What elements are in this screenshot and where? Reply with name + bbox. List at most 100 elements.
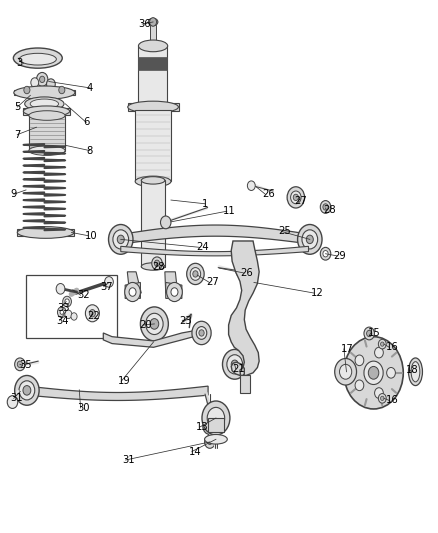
Text: 13: 13 (196, 422, 209, 432)
Circle shape (355, 355, 364, 366)
Circle shape (65, 310, 72, 319)
Circle shape (63, 296, 71, 307)
Circle shape (187, 263, 204, 285)
Circle shape (202, 401, 230, 435)
Circle shape (193, 271, 198, 277)
Circle shape (381, 396, 384, 400)
Text: 31: 31 (11, 393, 23, 403)
Circle shape (7, 395, 18, 408)
Ellipse shape (29, 111, 65, 120)
Ellipse shape (128, 101, 178, 113)
Circle shape (290, 191, 301, 204)
Circle shape (306, 235, 313, 244)
Ellipse shape (13, 48, 62, 68)
Circle shape (150, 18, 156, 26)
Text: 19: 19 (118, 376, 131, 386)
Ellipse shape (205, 434, 227, 444)
Circle shape (190, 268, 201, 280)
Text: 22: 22 (87, 311, 100, 321)
Polygon shape (127, 272, 141, 293)
Circle shape (344, 337, 403, 409)
Text: 10: 10 (85, 231, 97, 241)
Circle shape (339, 365, 352, 379)
Text: 28: 28 (323, 205, 336, 215)
Ellipse shape (25, 97, 64, 111)
Circle shape (56, 284, 65, 294)
Polygon shape (166, 282, 182, 298)
Polygon shape (121, 246, 308, 256)
Circle shape (323, 204, 328, 210)
Text: 16: 16 (386, 395, 399, 406)
Circle shape (374, 348, 383, 358)
Circle shape (355, 380, 364, 391)
Polygon shape (150, 25, 156, 155)
Text: 27: 27 (206, 278, 219, 287)
Polygon shape (23, 108, 70, 115)
Text: 17: 17 (340, 344, 353, 354)
Text: 28: 28 (152, 262, 165, 271)
Ellipse shape (19, 53, 57, 65)
Text: 23: 23 (179, 316, 191, 326)
Circle shape (14, 358, 25, 370)
Text: 16: 16 (386, 342, 399, 352)
Text: 35: 35 (19, 360, 32, 370)
Polygon shape (208, 418, 224, 432)
Polygon shape (165, 272, 177, 293)
Polygon shape (29, 116, 65, 151)
Polygon shape (141, 180, 165, 266)
Text: 1: 1 (201, 199, 208, 209)
Text: 33: 33 (57, 303, 70, 313)
Text: 11: 11 (223, 206, 236, 216)
Ellipse shape (141, 263, 165, 270)
Circle shape (117, 235, 124, 244)
Circle shape (196, 327, 207, 340)
Circle shape (206, 422, 213, 430)
Text: 20: 20 (140, 320, 152, 330)
Text: 4: 4 (86, 83, 92, 93)
Circle shape (323, 251, 328, 257)
Ellipse shape (141, 176, 165, 184)
Text: 27: 27 (294, 196, 307, 206)
Text: 24: 24 (196, 243, 209, 252)
Circle shape (31, 78, 39, 87)
Circle shape (14, 375, 39, 405)
Polygon shape (17, 229, 74, 236)
Circle shape (364, 361, 383, 384)
Text: 26: 26 (240, 268, 253, 278)
Circle shape (109, 224, 133, 254)
Text: 30: 30 (77, 403, 90, 413)
Text: 25: 25 (278, 227, 291, 237)
Text: 21: 21 (232, 364, 245, 374)
Circle shape (23, 385, 31, 395)
Circle shape (192, 321, 211, 345)
Circle shape (150, 319, 159, 329)
Circle shape (387, 368, 396, 378)
Circle shape (152, 257, 162, 270)
Polygon shape (229, 241, 259, 378)
Circle shape (231, 360, 238, 368)
Circle shape (17, 361, 22, 368)
Text: 15: 15 (367, 328, 380, 338)
Text: 6: 6 (83, 117, 89, 127)
Text: 5: 5 (14, 102, 20, 112)
Circle shape (205, 435, 215, 448)
Polygon shape (240, 375, 251, 393)
Circle shape (223, 350, 247, 379)
Polygon shape (14, 90, 75, 95)
Ellipse shape (17, 227, 74, 238)
Ellipse shape (138, 102, 168, 112)
Circle shape (19, 381, 35, 400)
Circle shape (160, 216, 171, 229)
Polygon shape (128, 103, 179, 111)
Circle shape (368, 367, 379, 379)
Circle shape (166, 282, 182, 302)
Circle shape (378, 393, 386, 403)
Circle shape (105, 277, 113, 287)
Polygon shape (138, 46, 167, 107)
Polygon shape (138, 56, 167, 70)
Ellipse shape (411, 362, 420, 382)
Circle shape (57, 307, 66, 318)
Circle shape (367, 330, 372, 337)
Text: 31: 31 (122, 455, 135, 465)
Circle shape (24, 86, 30, 94)
